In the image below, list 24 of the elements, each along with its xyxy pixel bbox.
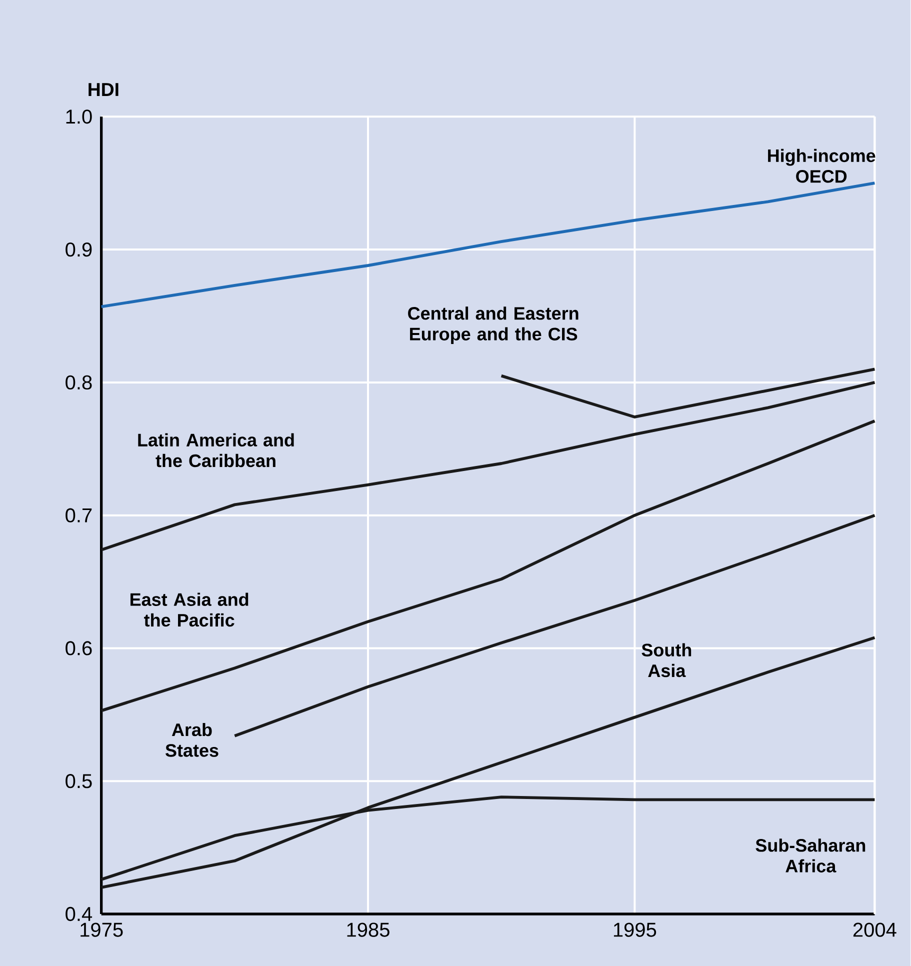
y-tick-label: 0.8: [66, 375, 92, 390]
series-label: Latin America and the Caribbean: [138, 433, 294, 468]
y-tick-label: 1.0: [66, 110, 92, 124]
y-axis-title: HDI: [88, 83, 118, 96]
y-tick-label: 0.9: [66, 242, 92, 257]
x-tick-label: 1975: [80, 922, 123, 937]
x-tick-label: 1995: [614, 922, 656, 937]
series-label: Arab States: [166, 722, 218, 757]
series-label: South Asia: [642, 643, 692, 678]
line-series: [100, 420, 876, 712]
x-tick-label: 1985: [347, 922, 390, 937]
line-series: [100, 380, 876, 552]
x-tick-label: 2004: [854, 922, 896, 937]
y-tick-label: 0.4: [66, 906, 92, 922]
y-tick-label: 0.7: [66, 508, 92, 522]
series-label: High-income OECD: [768, 148, 876, 183]
text: Central and Eastern Europe and the CIS: [408, 306, 578, 344]
text: Sub-Saharan Africa: [756, 838, 866, 872]
series-label: East Asia and the Pacific: [130, 592, 248, 627]
line-series: [500, 368, 876, 418]
y-tick-label: 0.6: [66, 641, 92, 656]
line-series: [100, 636, 876, 889]
y-tick-label: 0.5: [66, 774, 92, 788]
line-series: [100, 182, 876, 308]
